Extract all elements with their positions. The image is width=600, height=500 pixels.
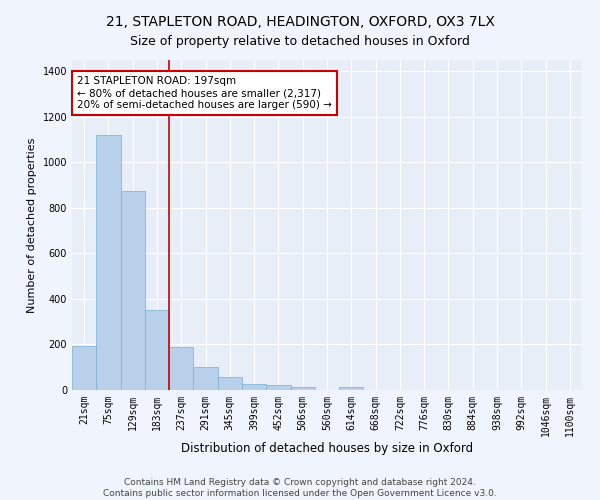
Bar: [96, 135, 121, 390]
Bar: [193, 367, 218, 390]
Text: 21 STAPLETON ROAD: 197sqm
← 80% of detached houses are smaller (2,317)
20% of se: 21 STAPLETON ROAD: 197sqm ← 80% of detac…: [77, 76, 332, 110]
Bar: [218, 378, 242, 390]
Text: Size of property relative to detached houses in Oxford: Size of property relative to detached ho…: [130, 35, 470, 48]
Bar: [339, 386, 364, 390]
Bar: [290, 386, 315, 390]
Text: Contains HM Land Registry data © Crown copyright and database right 2024.
Contai: Contains HM Land Registry data © Crown c…: [103, 478, 497, 498]
Bar: [145, 310, 169, 390]
Y-axis label: Number of detached properties: Number of detached properties: [27, 138, 37, 312]
Bar: [242, 384, 266, 390]
Bar: [121, 191, 145, 390]
Bar: [72, 346, 96, 390]
Text: 21, STAPLETON ROAD, HEADINGTON, OXFORD, OX3 7LX: 21, STAPLETON ROAD, HEADINGTON, OXFORD, …: [106, 15, 494, 29]
X-axis label: Distribution of detached houses by size in Oxford: Distribution of detached houses by size …: [181, 442, 473, 454]
Bar: [266, 386, 290, 390]
Bar: [169, 347, 193, 390]
